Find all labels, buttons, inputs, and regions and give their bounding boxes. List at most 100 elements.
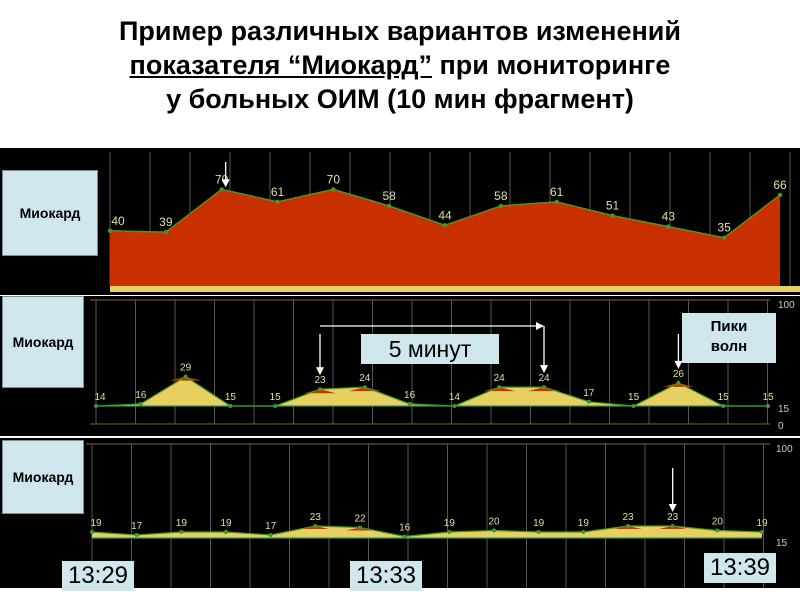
data-point <box>331 187 336 192</box>
data-point <box>318 387 322 392</box>
data-point <box>581 530 586 534</box>
data-label: 14 <box>94 392 106 403</box>
data-point <box>402 534 407 539</box>
data-point <box>777 192 783 198</box>
peaks-label: Пики волн <box>682 313 776 363</box>
peak-arrow-head <box>668 504 677 512</box>
data-label: 19 <box>533 518 545 529</box>
data-label: 23 <box>622 512 634 523</box>
axis-tick-label: 15 <box>776 538 788 549</box>
data-label: 26 <box>673 369 685 380</box>
data-point <box>452 404 457 408</box>
chart-3-svg: 19 17 19 19 17 23 22 16 19 20 19 19 23 23 20 19 100 15 <box>86 443 793 588</box>
data-point <box>386 203 392 209</box>
data-label: 15 <box>762 392 774 403</box>
area-fill-light <box>96 376 768 406</box>
data-point <box>275 199 280 205</box>
data-label: 19 <box>176 518 188 529</box>
peak-arrow-head <box>674 360 683 369</box>
data-point <box>107 228 113 233</box>
data-point <box>90 530 94 534</box>
data-point <box>163 229 169 235</box>
data-label: 19 <box>220 518 232 529</box>
data-label: 24 <box>359 373 371 384</box>
series-line <box>91 525 763 538</box>
interval-bracket-head <box>536 322 544 330</box>
title-line-1: Пример различных вариантов изменений <box>119 16 681 46</box>
data-label: 23 <box>314 375 326 386</box>
data-label: 17 <box>265 521 277 532</box>
data-point <box>631 404 636 408</box>
peaks-label-line-1: Пики <box>710 318 748 335</box>
data-point <box>626 524 630 528</box>
data-label: 24 <box>538 373 550 384</box>
title-line-2-rest: при мониторинге <box>432 50 671 80</box>
chart-2-svg: 14 16 29 15 15 23 24 16 14 24 24 17 15 26 15 15 100 15 0 <box>90 299 795 432</box>
data-label: 70 <box>327 172 341 186</box>
data-label: 22 <box>354 514 366 525</box>
data-point <box>715 528 720 533</box>
data-label: 19 <box>578 518 590 529</box>
baseline-band <box>110 286 800 292</box>
data-label: 20 <box>488 517 500 528</box>
series-line <box>95 375 768 407</box>
data-point <box>497 385 502 390</box>
data-label: 43 <box>662 210 676 224</box>
row-label-2: Миокард <box>2 296 84 388</box>
area-fill-light <box>92 526 762 538</box>
data-point <box>273 404 278 408</box>
data-label: 39 <box>159 215 173 229</box>
interval-end-arrow-head <box>540 365 548 374</box>
data-label: 19 <box>444 518 456 529</box>
data-point <box>542 385 546 390</box>
row-label-3: Миокард <box>2 440 84 514</box>
data-label: 14 <box>449 392 461 403</box>
data-point <box>670 524 675 528</box>
chart-panel-1: 40 39 70 61 70 58 44 58 61 51 43 35 66 <box>0 148 800 295</box>
data-label: 16 <box>135 390 147 401</box>
data-label: 66 <box>773 178 787 192</box>
axis-tick-label: 100 <box>776 444 793 455</box>
data-point <box>610 213 615 218</box>
data-label: 15 <box>628 392 640 403</box>
axis-tick-label: 100 <box>778 300 795 311</box>
data-label: 17 <box>583 388 595 399</box>
data-label: 44 <box>438 208 452 222</box>
data-point <box>721 404 726 408</box>
axis-tick-label: 15 <box>778 404 790 415</box>
data-label: 35 <box>717 221 731 235</box>
data-point <box>224 530 228 534</box>
data-point <box>94 404 98 408</box>
slide-title: Пример различных вариантов изменений пок… <box>0 14 800 116</box>
data-point <box>766 404 770 408</box>
data-label: 58 <box>494 189 508 203</box>
data-point <box>554 199 559 205</box>
interval-start-arrow-head <box>316 367 324 376</box>
title-line-3: у больных ОИМ (10 мин фрагмент) <box>166 84 634 114</box>
data-label: 20 <box>712 517 724 528</box>
data-label: 16 <box>404 390 416 401</box>
data-label: 29 <box>180 363 192 374</box>
time-label-start: 13:29 <box>62 561 134 591</box>
data-point <box>362 385 367 390</box>
time-label-middle: 13:33 <box>350 561 422 591</box>
data-label: 40 <box>111 214 125 228</box>
data-point <box>536 530 541 534</box>
data-point <box>442 223 448 228</box>
data-point <box>219 187 224 192</box>
data-label: 15 <box>718 392 730 403</box>
data-label: 19 <box>90 518 102 529</box>
row-label-1: Миокард <box>2 170 98 256</box>
data-point <box>676 380 681 385</box>
data-point <box>134 533 139 537</box>
data-point <box>183 374 188 379</box>
data-label: 61 <box>271 185 285 199</box>
data-point <box>666 224 671 229</box>
chart-panel-2: 14 16 29 15 15 23 24 16 14 24 24 17 15 26 15 15 100 15 0 <box>0 296 800 436</box>
title-line-2-underlined: показателя “Миокард” <box>129 50 432 80</box>
data-point <box>760 530 764 534</box>
data-label: 23 <box>310 512 322 523</box>
data-point <box>138 401 143 406</box>
data-point <box>179 530 184 534</box>
